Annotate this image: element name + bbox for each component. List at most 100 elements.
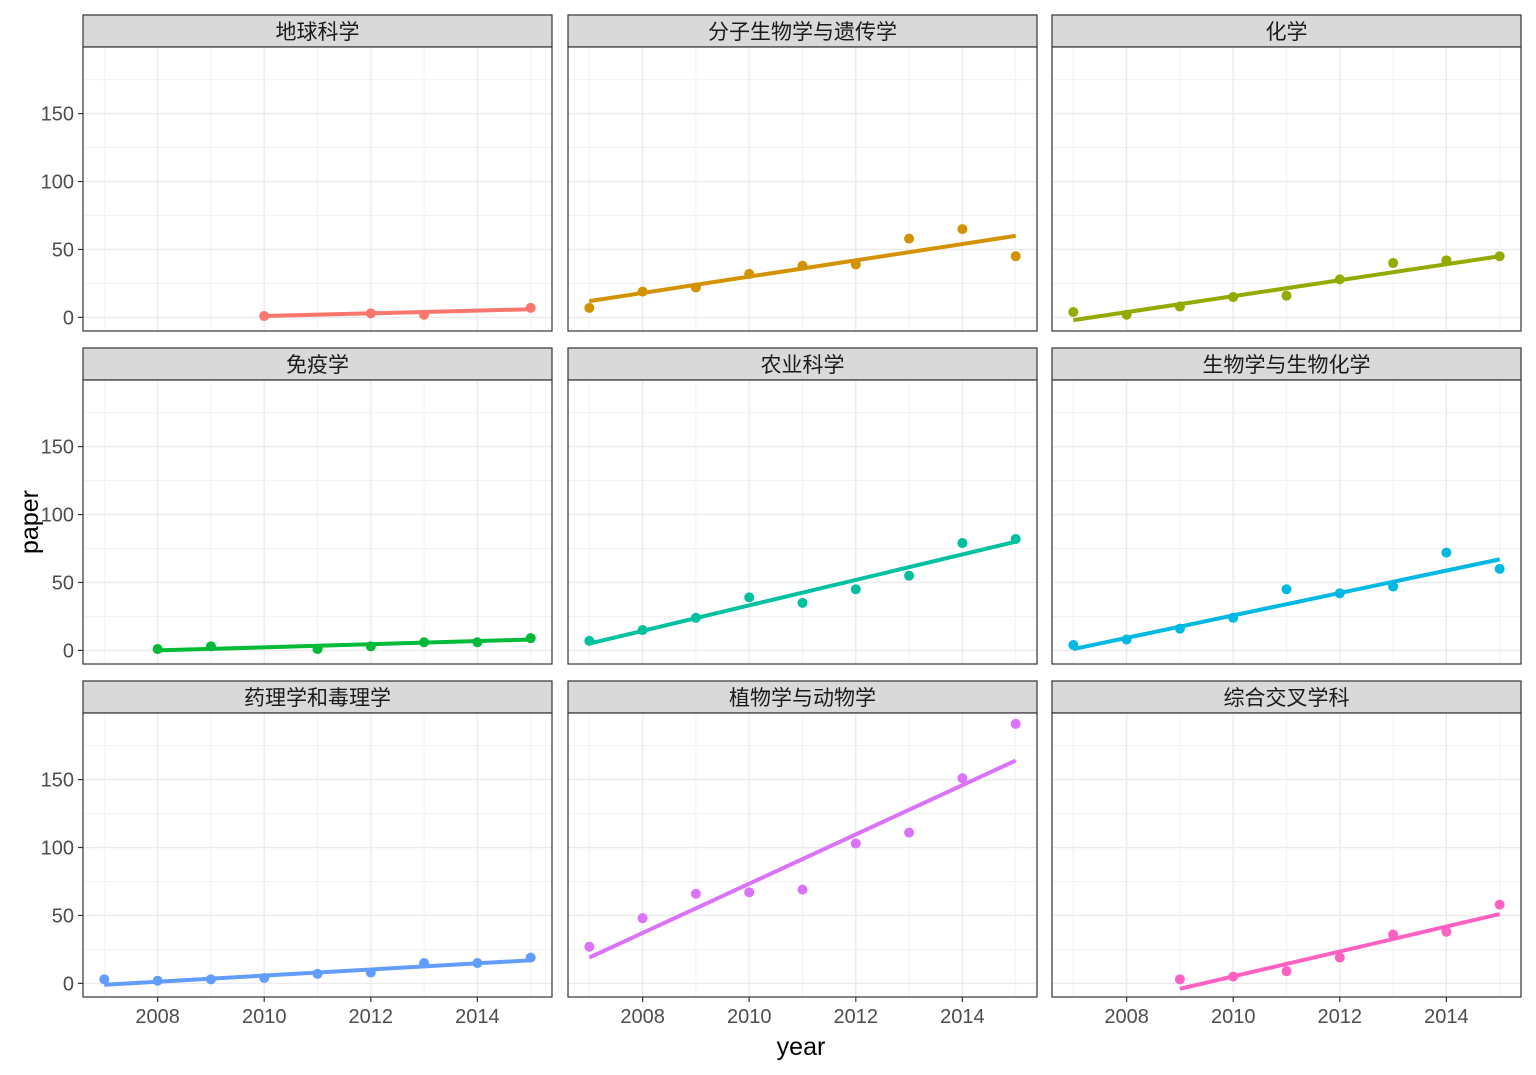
data-point [797,260,808,271]
data-point [744,592,755,603]
panel-border [1051,379,1522,665]
data-point [637,286,648,297]
data-point [1010,251,1021,262]
facet-panel: 地球科学 0 50 100 150 [41,14,553,332]
data-point [1228,612,1239,623]
data-point [904,827,915,838]
y-tick-label: 100 [41,838,74,860]
data-point [1174,301,1185,312]
data-point [957,773,968,784]
data-point [419,637,430,648]
data-point [1441,926,1452,937]
data-point [1174,974,1185,985]
facet-panel: 免疫学 0 50 100 150 [41,347,553,665]
data-point [1121,634,1132,645]
data-point [1441,547,1452,558]
facet-panel: 生物学与生物化学 [1051,347,1522,665]
x-tick-label: 2010 [1211,1006,1256,1028]
panel-border [82,379,553,665]
facet-panel: 药理学和毒理学 0 50 100 150 2008 2010 2012 2014 [41,680,553,1028]
fit-line [1073,254,1500,323]
data-point [1068,306,1079,317]
data-point [472,958,483,969]
data-point [850,259,861,270]
x-tick-label: 2014 [940,1006,985,1028]
data-point [797,597,808,608]
data-point [1228,971,1239,982]
data-point [904,570,915,581]
strip-background [567,347,1038,381]
data-point [1388,258,1399,269]
data-point [1121,309,1132,320]
facet-panel: 化学 [1051,14,1522,332]
data-point [525,302,536,313]
x-tick-label: 2008 [135,1006,180,1028]
y-tick-label: 50 [52,572,74,594]
data-point [1388,929,1399,940]
data-point [637,913,648,924]
data-point [1010,718,1021,729]
strip-title: 化学 [1266,20,1308,44]
strip-title: 分子生物学与遗传学 [708,20,897,44]
data-point [850,584,861,595]
strip-background [82,14,553,48]
strip-title: 农业科学 [761,353,845,377]
y-tick-label: 100 [41,172,74,194]
data-point [957,224,968,235]
strip-title: 综合交叉学科 [1224,686,1350,710]
data-point [365,308,376,319]
x-tick-label: 2012 [834,1006,879,1028]
x-axis-title: year [777,1033,826,1061]
data-point [584,941,595,952]
panel-border [1051,46,1522,332]
facet-panel: 分子生物学与遗传学 [567,14,1038,332]
data-point [584,302,595,313]
data-point [525,633,536,644]
panel-border [567,712,1038,998]
data-point [259,972,270,983]
x-tick-label: 2014 [1424,1006,1469,1028]
data-point [1281,584,1292,595]
data-point [797,884,808,895]
data-point [1010,533,1021,544]
strip-title: 生物学与生物化学 [1203,353,1371,377]
data-point [1281,290,1292,301]
strip-title: 免疫学 [286,353,349,377]
strip-background [1051,680,1522,714]
data-point [690,612,701,623]
facet-panel: 植物学与动物学 2008 2010 2012 2014 [567,680,1038,1028]
data-point [1068,639,1079,650]
y-axis-title: paper [16,490,44,554]
data-point [419,309,430,320]
data-point [1494,251,1505,262]
data-point [904,233,915,244]
data-point [1494,899,1505,910]
data-point [1174,623,1185,634]
strip-background [567,680,1038,714]
panel-border [82,712,553,998]
y-tick-label: 0 [63,307,74,329]
data-point [525,952,536,963]
strip-title: 地球科学 [276,20,360,44]
y-tick-label: 150 [41,104,74,126]
y-tick-label: 100 [41,505,74,527]
facet-panel: 综合交叉学科 2008 2010 2012 2014 [1051,680,1522,1028]
data-point [584,635,595,646]
y-tick-label: 0 [63,973,74,995]
data-point [1441,255,1452,266]
data-point [205,641,216,652]
fit-line [588,539,1017,646]
y-tick-label: 50 [52,905,74,927]
data-point [312,644,323,655]
panel-border [567,379,1038,665]
data-point [637,625,648,636]
panel-border [567,46,1038,332]
data-point [472,637,483,648]
panel-border [1051,712,1522,998]
strip-title: 植物学与动物学 [729,686,876,710]
y-tick-label: 150 [41,437,74,459]
data-point [152,975,163,986]
data-point [690,282,701,293]
